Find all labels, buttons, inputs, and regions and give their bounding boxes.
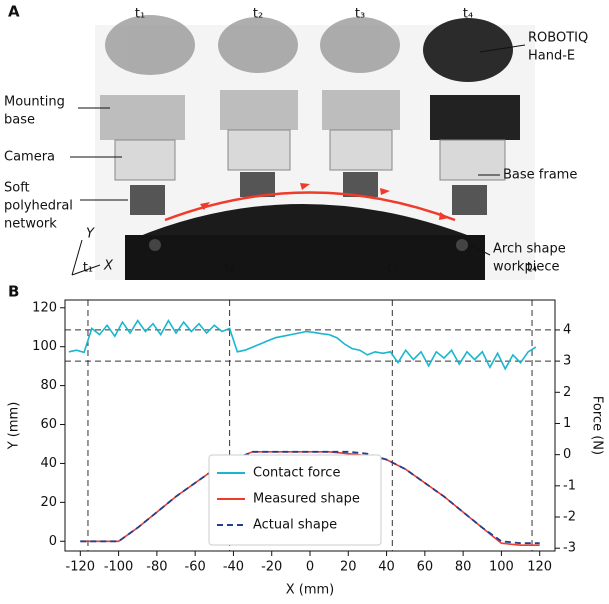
annotation: Mounting: [4, 95, 65, 110]
x-axis-label: X (mm): [286, 583, 335, 598]
y-tick-label: 120: [32, 300, 57, 315]
x-tick-label: -20: [261, 560, 282, 575]
time-label: t₃: [387, 261, 397, 276]
y2-tick-label: -3: [563, 541, 576, 556]
time-label: t₁: [83, 261, 93, 276]
time-label: t₂: [224, 261, 234, 276]
y-tick-label: 80: [40, 378, 57, 393]
legend-label: Measured shape: [253, 492, 360, 507]
panel-label: A: [8, 3, 20, 21]
x-tick-label: -100: [104, 560, 134, 575]
legend-label: Actual shape: [253, 518, 337, 533]
annotation: Hand-E: [528, 49, 575, 64]
x-tick-label: -80: [146, 560, 167, 575]
y2-axis-label: Force (N): [590, 396, 605, 455]
line-series: [80, 451, 540, 546]
y-tick-label: 20: [40, 495, 57, 510]
x-tick-label: 40: [378, 560, 395, 575]
x-tick-label: 100: [489, 560, 514, 575]
annotation: base: [4, 113, 35, 128]
y2-tick-label: 1: [563, 416, 571, 431]
axis-letter: X: [103, 259, 114, 274]
annotation: workpiece: [493, 260, 559, 275]
panel-label: B: [8, 283, 19, 301]
y2-tick-label: 0: [563, 447, 571, 462]
axis-letter: Y: [86, 227, 95, 242]
annotation: Camera: [4, 150, 55, 165]
x-tick-label: 80: [455, 560, 472, 575]
annotation: Soft: [4, 181, 30, 196]
y2-tick-label: -2: [563, 510, 576, 525]
photo: [70, 15, 535, 280]
y-tick-label: 0: [49, 534, 57, 549]
x-tick-label: 20: [340, 560, 357, 575]
y2-tick-label: 2: [563, 385, 571, 400]
legend-box: [208, 454, 382, 546]
x-tick-label: 0: [306, 560, 314, 575]
time-label: t₁: [135, 7, 145, 22]
annotation: Base frame: [503, 168, 577, 183]
line-series: [68, 319, 537, 371]
y-axis-label: Y (mm): [7, 402, 22, 451]
y2-tick-label: 3: [563, 354, 571, 369]
y-tick-label: 40: [40, 456, 57, 471]
x-tick-label: 60: [417, 560, 434, 575]
y2-tick-label: -1: [563, 478, 576, 493]
annotation: polyhedral: [4, 199, 73, 214]
annotation: Arch shape: [493, 242, 566, 257]
x-tick-label: -40: [223, 560, 244, 575]
annotation: ROBOTIQ: [528, 31, 588, 46]
x-tick-label: -60: [185, 560, 206, 575]
legend-label: Contact force: [253, 466, 340, 481]
y-tick-label: 100: [32, 339, 57, 354]
x-tick-label: -120: [66, 560, 96, 575]
x-tick-label: 120: [527, 560, 552, 575]
annotation: network: [4, 217, 57, 232]
y2-tick-label: 4: [563, 322, 571, 337]
time-label: t₄: [527, 261, 537, 276]
time-label: t₃: [355, 7, 365, 22]
time-label: t₂: [253, 7, 263, 22]
y-tick-label: 60: [40, 417, 57, 432]
time-label: t₄: [463, 7, 473, 22]
